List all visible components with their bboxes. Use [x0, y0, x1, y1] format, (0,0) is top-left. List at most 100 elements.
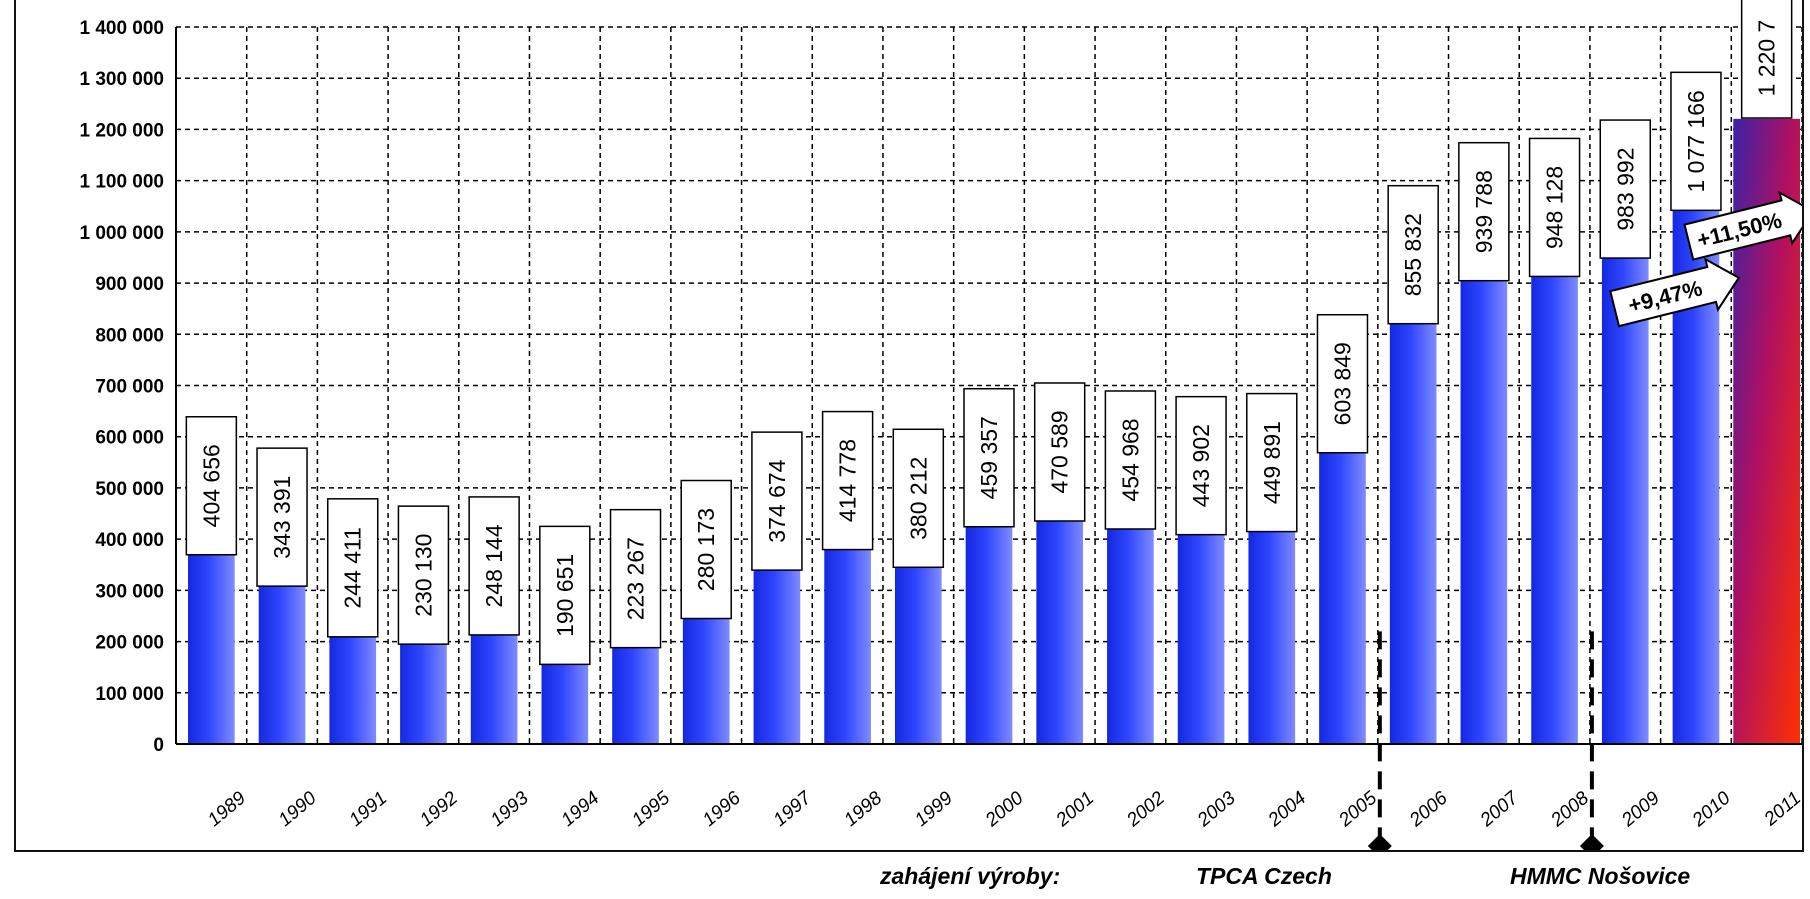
- bar-1995: [612, 629, 659, 744]
- bar-2007: [1460, 262, 1508, 744]
- bar-2003: [1177, 516, 1225, 744]
- bar-chart: 0 100 000 200 000 300 000 400 000 500 000 600 …: [79, 0, 1802, 850]
- data-label-1995: 223 267: [609, 508, 662, 649]
- bar-2000: [965, 508, 1013, 744]
- data-label-text: 443 902: [1188, 424, 1214, 507]
- data-label-2004: 449 891: [1246, 392, 1298, 533]
- data-label-box: [539, 525, 591, 666]
- data-label-box: [1387, 184, 1439, 325]
- x-tick-label: 1999: [911, 787, 957, 831]
- y-tick-label: 700 000: [95, 377, 164, 398]
- bar-2006: [1389, 305, 1437, 744]
- x-tick-label: 2002: [1122, 787, 1169, 831]
- data-label-text: 190 651: [552, 554, 578, 637]
- data-label-text: 280 173: [693, 508, 719, 591]
- data-label-1990: 343 391: [256, 447, 308, 587]
- x-tick-label: 1995: [628, 787, 674, 831]
- data-label-1996: 280 173: [680, 479, 732, 620]
- data-label-1997: 374 674: [751, 431, 803, 571]
- data-label-text: 248 144: [481, 524, 507, 607]
- x-tick-label: 1993: [487, 787, 533, 831]
- data-label-2008: 948 128: [1528, 137, 1581, 278]
- data-label-2002: 454 968: [1104, 390, 1157, 530]
- data-label-text: 380 212: [905, 457, 931, 540]
- data-label-2003: 443 902: [1175, 395, 1227, 536]
- data-label-text: 414 778: [835, 439, 861, 522]
- data-label-2011: 1 220 7: [1740, 0, 1793, 119]
- bar-2002: [1107, 510, 1154, 744]
- x-tick-label: 1992: [416, 787, 462, 831]
- data-label-text: 374 674: [764, 459, 790, 542]
- y-tick-label: 600 000: [95, 428, 164, 449]
- data-label-2000: 459 357: [963, 387, 1015, 528]
- x-tick-label: 2001: [1052, 788, 1099, 832]
- bar-1999: [894, 549, 942, 744]
- y-tick-label: 0: [153, 735, 164, 756]
- data-label-1992: 230 130: [397, 505, 450, 645]
- data-label-text: 855 832: [1400, 213, 1426, 296]
- footer-tpca: TPCA Czech: [1196, 863, 1332, 889]
- footer-lead: zahájení výroby:: [880, 863, 1061, 889]
- data-label-1989: 404 656: [185, 416, 238, 556]
- x-tick-label: 2006: [1405, 787, 1452, 831]
- x-tick-label: 2003: [1193, 787, 1240, 831]
- data-label-text: 459 357: [976, 416, 1002, 499]
- marker-diamond: [1579, 834, 1604, 850]
- data-label-text: 603 849: [1329, 342, 1355, 425]
- data-label-text: 454 968: [1117, 418, 1143, 501]
- footer-hmmc: HMMC Nošovice: [1510, 863, 1691, 889]
- x-tick-label: 2004: [1264, 788, 1311, 832]
- data-label-box: [1104, 390, 1157, 530]
- x-tick-label: 2000: [981, 787, 1028, 831]
- data-label-1994: 190 651: [539, 525, 591, 666]
- data-label-box: [1033, 382, 1086, 522]
- data-label-text: 449 891: [1259, 421, 1285, 504]
- bar-2008: [1531, 258, 1578, 744]
- x-tick-label: 2010: [1688, 787, 1735, 831]
- data-label-text: 1 077 166: [1683, 90, 1709, 192]
- data-label-box: [256, 447, 308, 587]
- chart-frame: 0 100 000 200 000 300 000 400 000 500 000 600 …: [14, 0, 1804, 852]
- data-label-1993: 248 144: [468, 496, 520, 636]
- data-label-box: [1740, 0, 1793, 119]
- x-tick-label: 2005: [1334, 787, 1381, 831]
- arrow-shape: [1683, 190, 1802, 261]
- x-tick-label: 1994: [558, 788, 604, 831]
- x-tick-label: 2011: [1760, 788, 1802, 831]
- bar-1991: [329, 618, 377, 744]
- data-label-text: 948 128: [1542, 166, 1568, 249]
- data-label-text: 939 788: [1471, 170, 1497, 253]
- bar-1990: [258, 568, 306, 744]
- data-label-text: 230 130: [410, 534, 436, 617]
- data-label-text: 223 267: [623, 537, 649, 620]
- x-tick-label: 1991: [345, 788, 391, 831]
- marker-2005: [1367, 631, 1392, 850]
- x-tick-label: 2009: [1617, 787, 1664, 831]
- y-tick-label: 500 000: [95, 479, 164, 500]
- x-tick-label: 1989: [204, 787, 250, 831]
- data-label-text: 404 656: [198, 444, 224, 527]
- arrow-shape: [1609, 257, 1741, 328]
- data-label-box: [1316, 313, 1369, 454]
- y-tick-label: 200 000: [95, 633, 164, 654]
- y-tick-label: 800 000: [95, 325, 164, 346]
- data-label-box: [1458, 141, 1510, 282]
- data-label-box: [185, 416, 238, 556]
- y-tick-label: 1 300 000: [79, 69, 164, 90]
- data-label-box: [1599, 119, 1652, 259]
- data-label-1999: 380 212: [892, 428, 945, 569]
- data-label-box: [1670, 71, 1722, 212]
- data-label-2007: 939 788: [1458, 141, 1510, 282]
- y-tick-label: 300 000: [95, 581, 164, 602]
- data-label-1998: 414 778: [821, 410, 874, 551]
- data-label-box: [680, 479, 732, 620]
- x-tick-label: 1990: [275, 787, 321, 831]
- data-label-box: [821, 410, 874, 551]
- data-label-2005: 603 849: [1316, 313, 1369, 454]
- data-label-box: [892, 428, 945, 569]
- bar-2004: [1248, 513, 1296, 744]
- bar-2001: [1036, 502, 1084, 744]
- x-tick-label: 1997: [770, 787, 817, 831]
- bar-1996: [682, 600, 730, 744]
- data-label-2001: 470 589: [1033, 382, 1086, 522]
